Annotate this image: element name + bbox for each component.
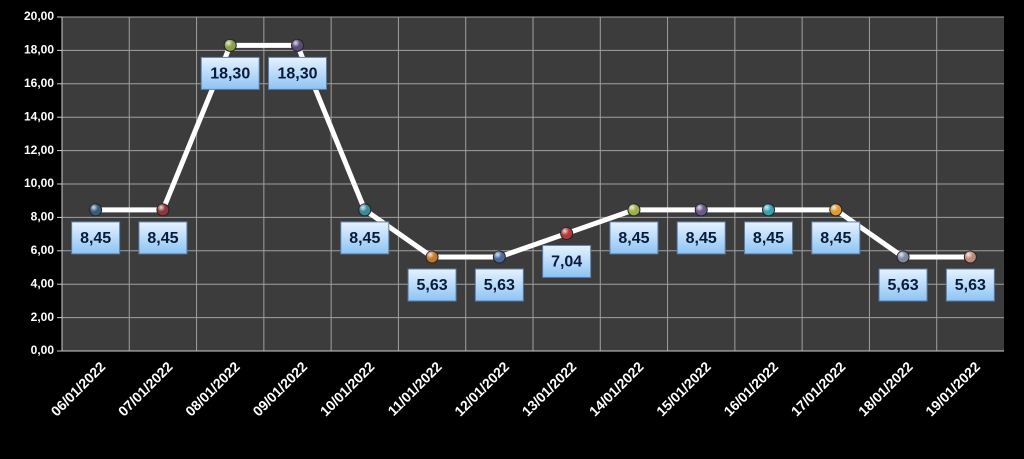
value-label-box <box>138 221 188 255</box>
y-tick-label: 20,00 <box>24 9 54 23</box>
value-label-box <box>744 221 793 255</box>
x-tick-label: 15/01/2022 <box>653 358 714 419</box>
value-label: 8,45 <box>820 230 851 247</box>
value-label-box <box>71 221 121 255</box>
value-label: 5,63 <box>484 277 515 294</box>
marker-shine <box>89 203 102 216</box>
value-label-box <box>474 268 524 302</box>
marker-shine <box>291 39 304 52</box>
y-tick-label: 0,00 <box>31 343 55 357</box>
value-label-box <box>609 221 659 255</box>
value-label: 8,45 <box>618 230 649 247</box>
value-label: 18,30 <box>277 66 317 83</box>
value-label: 8,45 <box>686 230 717 247</box>
marker-shine <box>897 250 910 263</box>
x-tick-label: 17/01/2022 <box>788 358 849 419</box>
value-label: 5,63 <box>888 277 919 294</box>
x-tick-label: 10/01/2022 <box>317 358 378 419</box>
x-tick-label: 19/01/2022 <box>922 358 983 419</box>
value-label: 8,45 <box>147 230 178 247</box>
marker-shine <box>426 250 439 263</box>
marker-shine <box>964 250 977 263</box>
marker-shine <box>493 250 506 263</box>
marker-shine <box>762 203 775 216</box>
x-tick-label: 08/01/2022 <box>182 358 243 419</box>
value-label: 5,63 <box>955 277 986 294</box>
marker-shine <box>156 203 169 216</box>
x-tick-label: 06/01/2022 <box>48 358 109 419</box>
y-tick-label: 10,00 <box>24 176 54 190</box>
x-tick-label: 09/01/2022 <box>249 358 310 419</box>
value-label-box <box>542 244 592 278</box>
data-line <box>95 42 971 260</box>
y-tick-label: 2,00 <box>31 310 55 324</box>
marker-shine <box>695 203 708 216</box>
value-label-box <box>811 221 861 255</box>
value-label-box <box>676 221 726 255</box>
value-label: 8,45 <box>349 230 380 247</box>
y-tick-label: 18,00 <box>24 43 54 57</box>
value-label-box <box>407 268 457 302</box>
y-tick-label: 8,00 <box>31 210 55 224</box>
x-tick-label: 12/01/2022 <box>451 358 512 419</box>
marker-shine <box>829 203 842 216</box>
x-tick-label: 14/01/2022 <box>586 358 647 419</box>
marker-shine <box>224 39 237 52</box>
marker-shine <box>560 227 573 240</box>
x-tick-label: 13/01/2022 <box>519 358 580 419</box>
x-tick-label: 16/01/2022 <box>720 358 781 419</box>
y-tick-label: 16,00 <box>24 76 54 90</box>
value-label-box <box>268 56 327 90</box>
x-tick-label: 07/01/2022 <box>115 358 176 419</box>
value-label-box <box>878 268 928 302</box>
value-label-box <box>200 56 260 90</box>
value-label: 8,45 <box>80 230 111 247</box>
value-label: 5,63 <box>417 277 448 294</box>
value-label: 8,45 <box>753 230 784 247</box>
x-tick-label: 11/01/2022 <box>384 358 444 418</box>
y-tick-label: 12,00 <box>24 143 54 157</box>
marker-shine <box>627 203 640 216</box>
value-label-box <box>340 221 390 255</box>
value-label: 7,04 <box>551 254 582 271</box>
marker-shine <box>358 203 371 216</box>
y-tick-label: 4,00 <box>31 276 55 290</box>
value-label: 18,30 <box>210 66 250 83</box>
x-tick-label: 18/01/2022 <box>855 358 916 419</box>
y-tick-label: 6,00 <box>31 243 55 257</box>
y-tick-label: 14,00 <box>24 109 54 123</box>
value-label-box <box>945 268 995 302</box>
